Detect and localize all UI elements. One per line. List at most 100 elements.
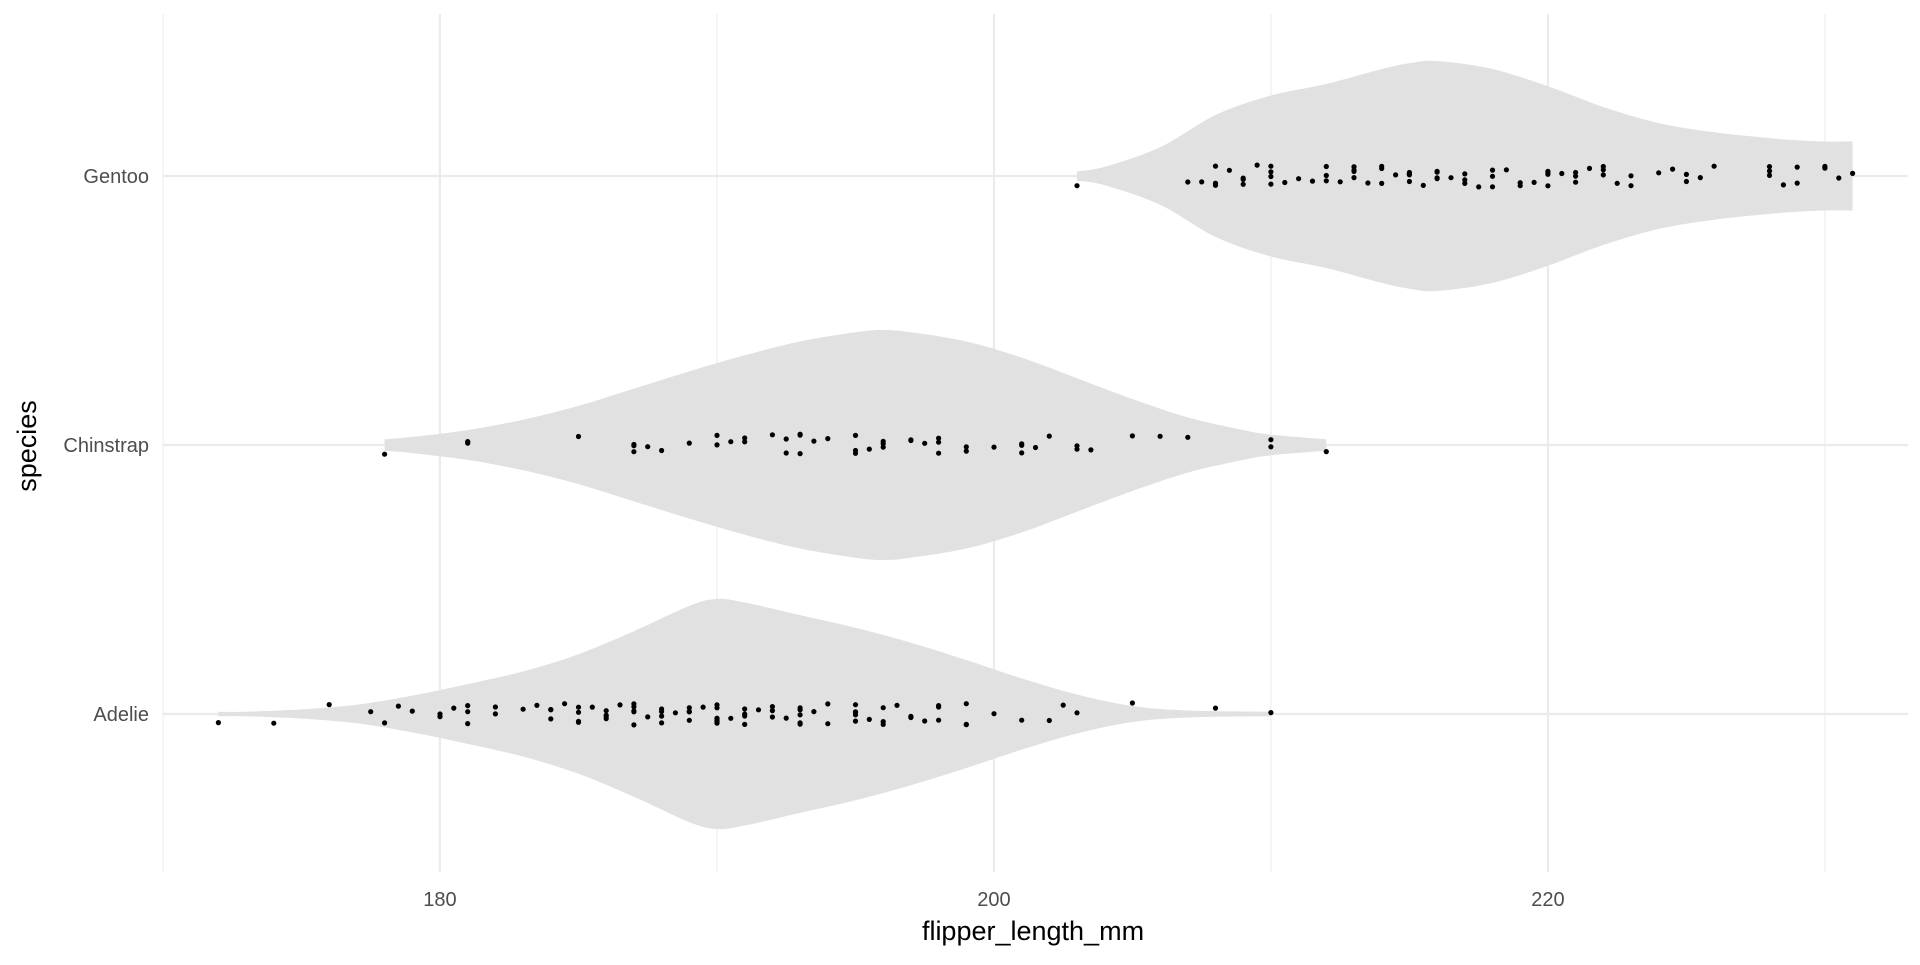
point-gentoo-11 [1268, 163, 1274, 169]
point-gentoo-51 [1517, 180, 1523, 186]
point-chinstrap-36 [963, 448, 969, 454]
point-gentoo-45 [1476, 184, 1482, 190]
point-adelie-3 [368, 709, 374, 715]
point-adelie-59 [742, 721, 748, 728]
point-gentoo-53 [1545, 183, 1551, 189]
point-gentoo-57 [1559, 170, 1565, 177]
point-adelie-99 [1129, 700, 1135, 706]
x-tick-label-180: 180 [423, 889, 456, 911]
point-gentoo-0 [1074, 183, 1080, 189]
point-chinstrap-5 [631, 443, 637, 449]
point-chinstrap-34 [936, 450, 942, 456]
point-adelie-10 [465, 703, 471, 709]
point-gentoo-21 [1337, 179, 1343, 185]
point-chinstrap-50 [1268, 444, 1274, 450]
point-adelie-11 [465, 721, 471, 727]
point-gentoo-24 [1351, 164, 1357, 170]
point-gentoo-43 [1462, 171, 1468, 177]
x-tick-label-200: 200 [977, 889, 1010, 911]
point-chinstrap-45 [1074, 446, 1080, 452]
point-chinstrap-23 [852, 432, 859, 438]
point-gentoo-39 [1434, 176, 1440, 182]
point-adelie-70 [797, 712, 803, 718]
point-gentoo-17 [1309, 178, 1316, 184]
point-adelie-61 [755, 707, 762, 713]
point-adelie-8 [437, 714, 443, 720]
point-chinstrap-42 [1032, 444, 1039, 451]
point-adelie-82 [880, 721, 886, 728]
point-gentoo-74 [1766, 172, 1773, 178]
point-chinstrap-25 [852, 450, 859, 456]
point-gentoo-71 [1683, 171, 1689, 177]
point-adelie-94 [991, 711, 997, 717]
point-adelie-6 [409, 708, 415, 714]
point-adelie-71 [811, 709, 817, 715]
point-gentoo-2 [1199, 179, 1205, 185]
point-adelie-55 [714, 718, 720, 724]
point-adelie-24 [575, 709, 582, 715]
point-chinstrap-49 [1185, 434, 1191, 440]
point-gentoo-72 [1697, 175, 1703, 181]
point-gentoo-62 [1600, 172, 1606, 178]
point-gentoo-48 [1489, 173, 1496, 179]
point-chinstrap-11 [714, 442, 720, 448]
point-adelie-72 [825, 701, 831, 707]
point-chinstrap-3 [575, 433, 582, 440]
point-gentoo-60 [1573, 173, 1579, 179]
point-gentoo-58 [1573, 169, 1579, 176]
point-chinstrap-47 [1129, 433, 1135, 439]
point-gentoo-30 [1393, 172, 1399, 178]
point-gentoo-64 [1600, 167, 1606, 173]
point-gentoo-15 [1282, 179, 1288, 186]
point-chinstrap-32 [922, 440, 928, 446]
point-adelie-40 [659, 708, 665, 715]
point-chinstrap-48 [1157, 433, 1163, 439]
point-chinstrap-40 [1019, 450, 1025, 456]
point-adelie-56 [728, 715, 734, 721]
point-adelie-96 [1046, 717, 1052, 724]
x-tick-label-220: 220 [1531, 889, 1564, 911]
point-gentoo-16 [1296, 176, 1302, 182]
point-adelie-16 [534, 702, 540, 708]
point-adelie-34 [631, 722, 637, 728]
point-chinstrap-43 [1046, 433, 1052, 439]
point-gentoo-25 [1351, 175, 1357, 181]
point-chinstrap-2 [465, 440, 471, 446]
point-gentoo-79 [1794, 180, 1800, 186]
point-adelie-15 [520, 706, 526, 712]
x-axis-title: flipper_length_mm [922, 916, 1144, 946]
point-adelie-12 [465, 709, 471, 715]
point-gentoo-42 [1462, 180, 1468, 186]
point-chinstrap-33 [936, 435, 942, 441]
point-chinstrap-41 [1019, 442, 1025, 448]
point-gentoo-29 [1379, 163, 1385, 169]
point-adelie-22 [575, 704, 582, 710]
point-adelie-77 [852, 709, 859, 715]
point-adelie-62 [769, 704, 776, 710]
point-chinstrap-18 [797, 451, 803, 457]
point-adelie-73 [825, 721, 831, 727]
point-chinstrap-8 [659, 447, 665, 454]
point-gentoo-27 [1379, 180, 1385, 186]
violin-chinstrap [384, 330, 1327, 560]
point-gentoo-66 [1628, 173, 1634, 179]
point-chinstrap-52 [1323, 449, 1329, 455]
point-gentoo-36 [1420, 182, 1426, 188]
point-chinstrap-7 [645, 444, 651, 450]
point-gentoo-18 [1323, 172, 1329, 179]
point-adelie-43 [686, 717, 692, 723]
point-gentoo-67 [1628, 183, 1634, 189]
point-adelie-4 [382, 720, 388, 726]
point-adelie-45 [686, 709, 692, 715]
point-chinstrap-35 [936, 439, 942, 445]
point-chinstrap-21 [811, 438, 817, 444]
point-gentoo-5 [1212, 182, 1219, 188]
point-adelie-63 [769, 708, 776, 714]
point-gentoo-10 [1254, 162, 1260, 168]
point-chinstrap-12 [728, 439, 734, 445]
point-adelie-36 [645, 714, 651, 720]
point-adelie-68 [797, 721, 803, 727]
point-chinstrap-10 [714, 432, 720, 438]
point-chinstrap-37 [963, 444, 969, 450]
